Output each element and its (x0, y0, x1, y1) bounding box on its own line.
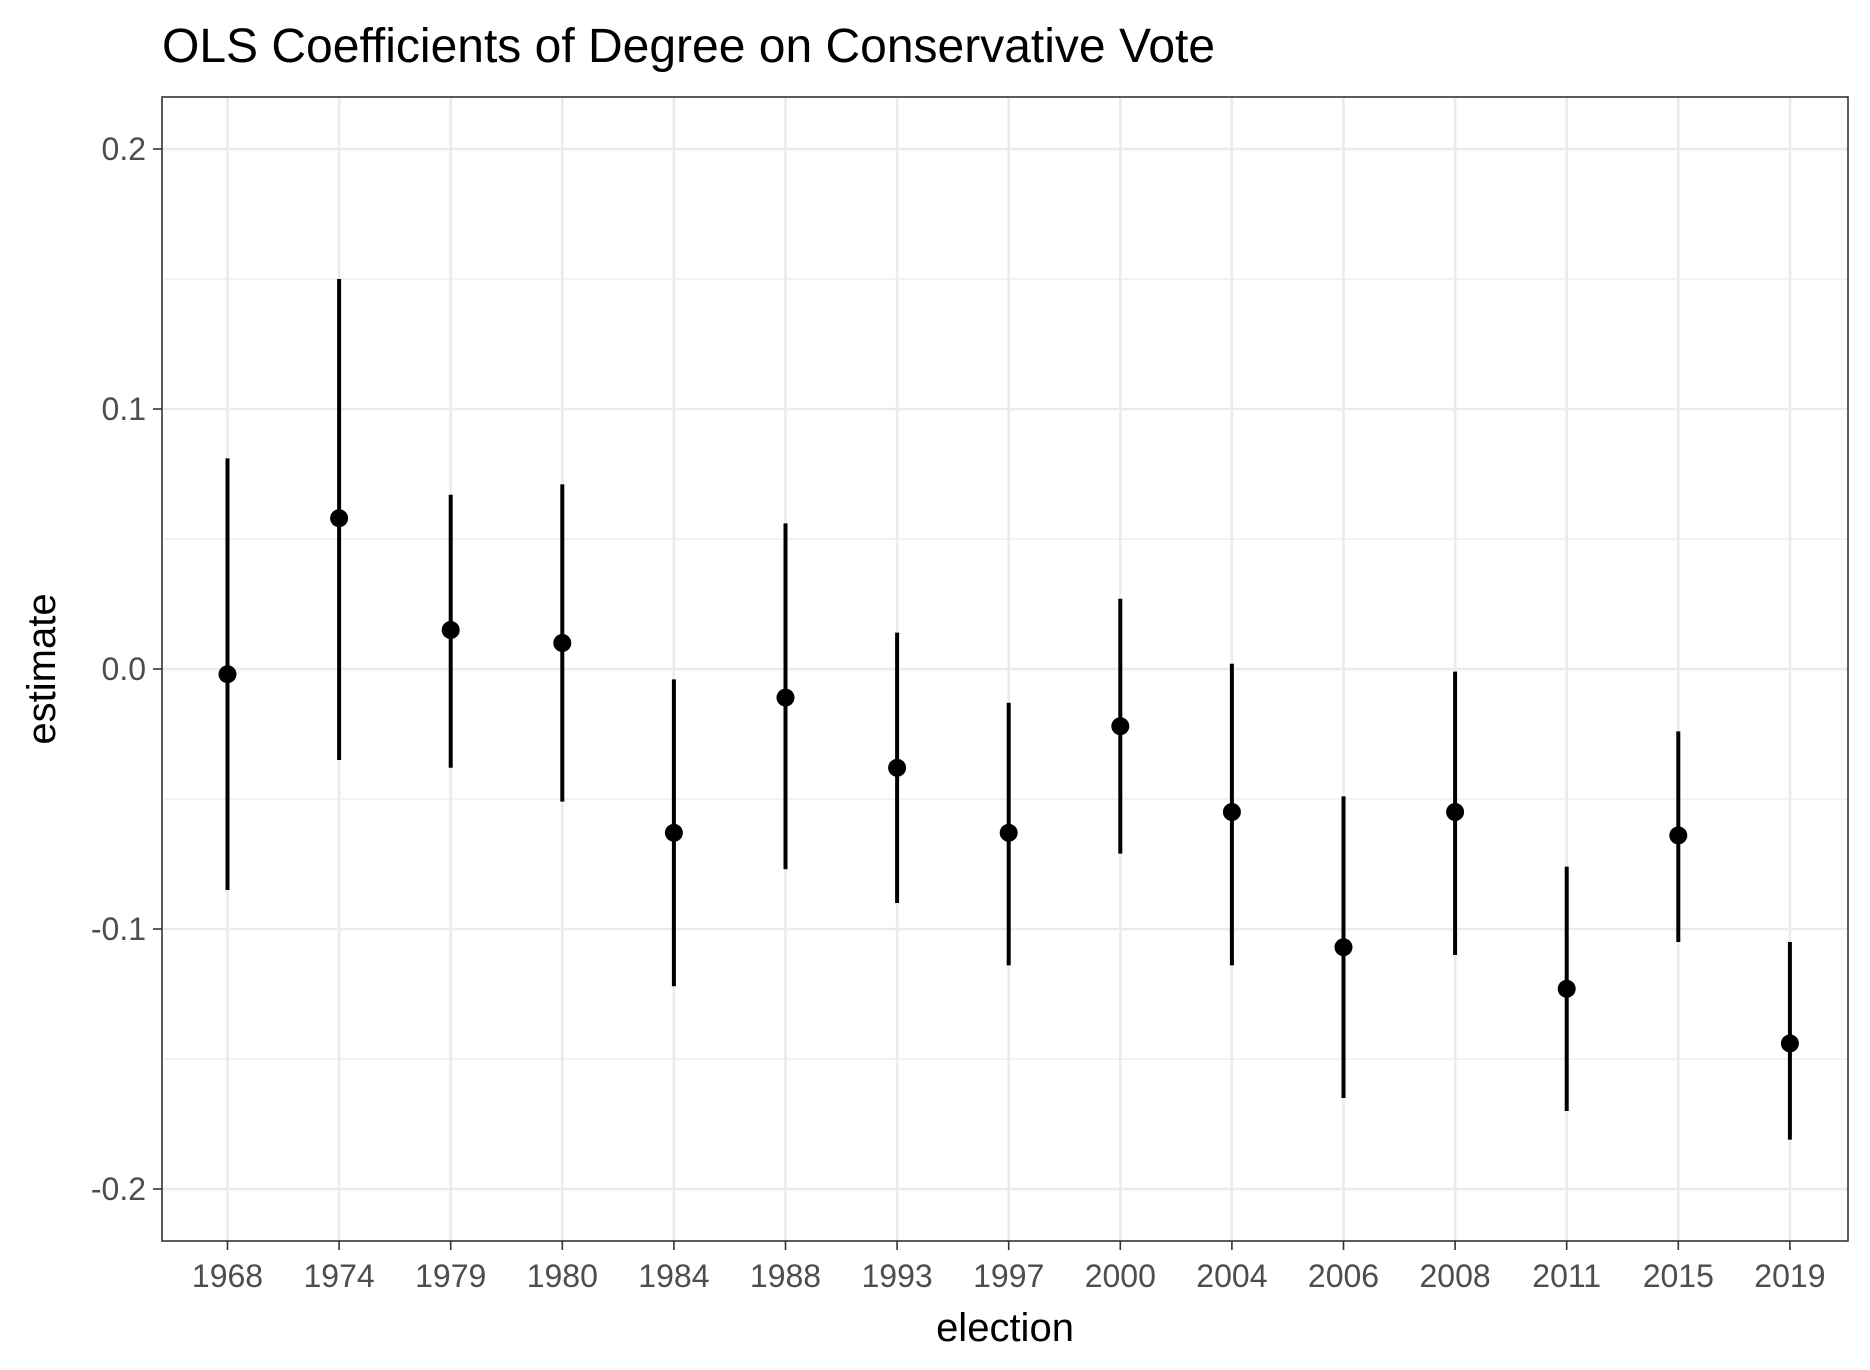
x-tick-label: 2015 (1643, 1258, 1714, 1294)
chart-title: OLS Coefficients of Degree on Conservati… (162, 20, 1215, 73)
data-point (330, 509, 349, 528)
y-tick-label: 0.0 (102, 651, 146, 687)
x-tick-label: 2019 (1754, 1258, 1825, 1294)
x-tick-label: 2008 (1420, 1258, 1491, 1294)
y-axis: -0.2 -0.1 0.0 0.1 0.2 (91, 131, 162, 1207)
x-tick-label: 1979 (415, 1258, 486, 1294)
x-tick-label: 1993 (862, 1258, 933, 1294)
data-point (1557, 979, 1576, 998)
data-point (1780, 1034, 1799, 1053)
points (218, 509, 1799, 1053)
x-tick-label: 2004 (1196, 1258, 1267, 1294)
x-axis-title: election (936, 1306, 1074, 1350)
data-point (1222, 803, 1241, 821)
data-point (888, 758, 907, 777)
x-tick-label: 1988 (750, 1258, 821, 1294)
x-tick-label: 1980 (527, 1258, 598, 1294)
y-axis-title: estimate (20, 593, 64, 744)
major-grid (162, 97, 1848, 1241)
x-tick-label: 1997 (973, 1258, 1044, 1294)
data-point (218, 665, 237, 684)
y-tick-label: -0.1 (91, 911, 146, 947)
data-point (1111, 717, 1130, 736)
data-point (664, 823, 683, 842)
y-tick-label: 0.1 (102, 391, 146, 427)
y-tick-label: 0.2 (102, 131, 146, 167)
y-tick-label: -0.2 (91, 1171, 146, 1207)
x-tick-label: 2011 (1532, 1258, 1601, 1294)
data-point (553, 634, 572, 652)
x-tick-label: 2006 (1308, 1258, 1379, 1294)
x-tick-label: 1974 (304, 1258, 375, 1294)
data-point (1446, 803, 1465, 821)
data-point (441, 621, 460, 639)
data-point (1669, 826, 1688, 845)
data-point (776, 688, 795, 707)
x-tick-label: 2000 (1085, 1258, 1156, 1294)
x-tick-label: 1984 (638, 1258, 709, 1294)
x-axis: 1968 1974 1979 1980 1984 1988 1993 1997 2000 2004… (192, 1241, 1825, 1294)
data-point (999, 823, 1018, 842)
data-point (1334, 938, 1353, 957)
x-tick-label: 1968 (192, 1258, 263, 1294)
